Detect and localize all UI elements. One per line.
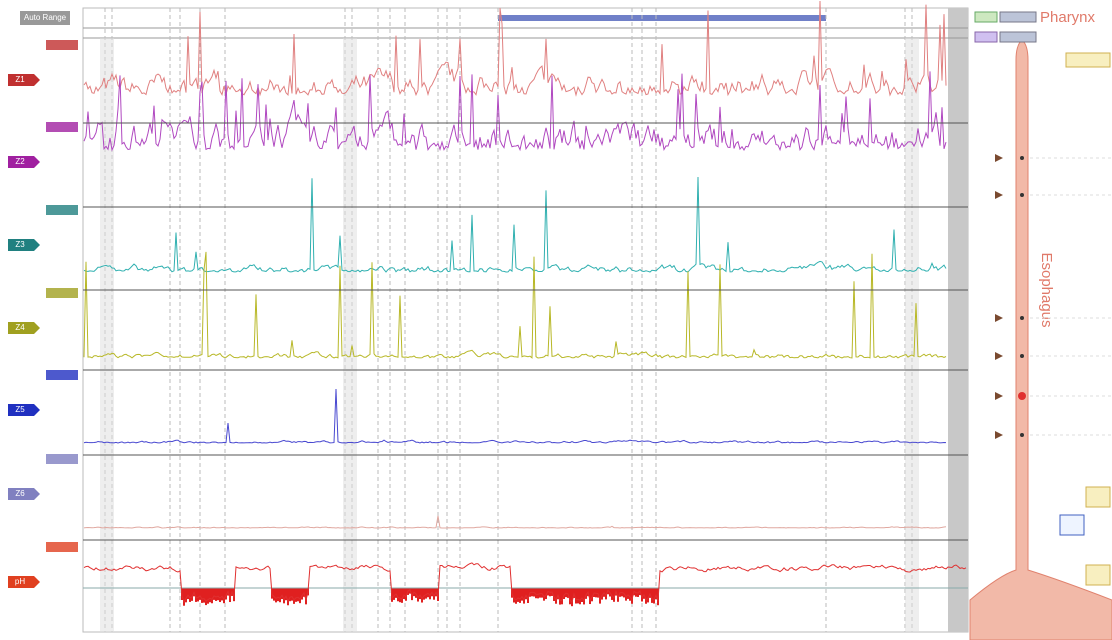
sensor-marker (995, 392, 1003, 400)
scroll-band (948, 8, 968, 632)
channel-label: Z5 (15, 405, 25, 414)
legend-box (974, 31, 998, 43)
impedance-trace (83, 388, 947, 444)
sensor-box (1085, 564, 1111, 586)
legend-box (999, 11, 1037, 23)
anatomy-panel: Pharynx Esophagus (969, 9, 1112, 640)
legend-box (974, 11, 998, 23)
pharynx-label: Pharynx (1040, 9, 1096, 26)
impedance-trace (83, 515, 947, 529)
impedance-trace (83, 251, 947, 359)
sensor-dot (1020, 316, 1024, 320)
sensor-marker (995, 431, 1003, 439)
sensor-dot (1020, 193, 1024, 197)
channel-arrow[interactable] (8, 404, 40, 416)
channel-label: pH (15, 577, 25, 586)
ph-sensor (1018, 392, 1026, 400)
traces (83, 0, 968, 632)
sensor-marker (995, 314, 1003, 322)
sensor-dot (1020, 156, 1024, 160)
range-box (46, 205, 78, 215)
channel-arrow[interactable] (8, 156, 40, 168)
channel-label: Z1 (15, 75, 25, 84)
sensor-dot (1020, 354, 1024, 358)
channel-arrow[interactable] (8, 488, 40, 500)
range-box (46, 542, 78, 552)
impedance-trace (83, 0, 947, 97)
impedance-trace (83, 71, 947, 152)
channel-arrow[interactable] (8, 576, 40, 588)
auto-range-label: Auto Range (24, 13, 67, 22)
auto-range-button[interactable] (20, 11, 70, 25)
legend-box (999, 31, 1037, 43)
channel-arrow[interactable] (8, 322, 40, 334)
channel-label: Z4 (15, 323, 25, 332)
event-shade (100, 38, 114, 632)
range-box (46, 122, 78, 132)
range-box (46, 40, 78, 50)
channel-label: Z3 (15, 240, 25, 249)
event-shade (905, 38, 919, 632)
plot-area (82, 7, 969, 633)
sensor-marker (995, 352, 1003, 360)
sensor-dot (1020, 433, 1024, 437)
esophagus-label: Esophagus (1038, 252, 1055, 327)
range-box (46, 454, 78, 464)
ph-sensor-box (1059, 514, 1085, 536)
sensor-marker (995, 154, 1003, 162)
sensor-box (1065, 52, 1111, 68)
channel-arrow[interactable] (8, 74, 40, 86)
sensor-marker (995, 191, 1003, 199)
impedance-trace (83, 176, 947, 273)
channel-arrow[interactable] (8, 239, 40, 251)
event-shade (343, 38, 357, 632)
range-box (46, 288, 78, 298)
sensor-box (1085, 486, 1111, 508)
event-bar (498, 15, 826, 21)
channel-label: Z6 (15, 489, 25, 498)
channel-label: Z2 (15, 157, 25, 166)
ph-trace (83, 562, 967, 604)
range-box (46, 370, 78, 380)
